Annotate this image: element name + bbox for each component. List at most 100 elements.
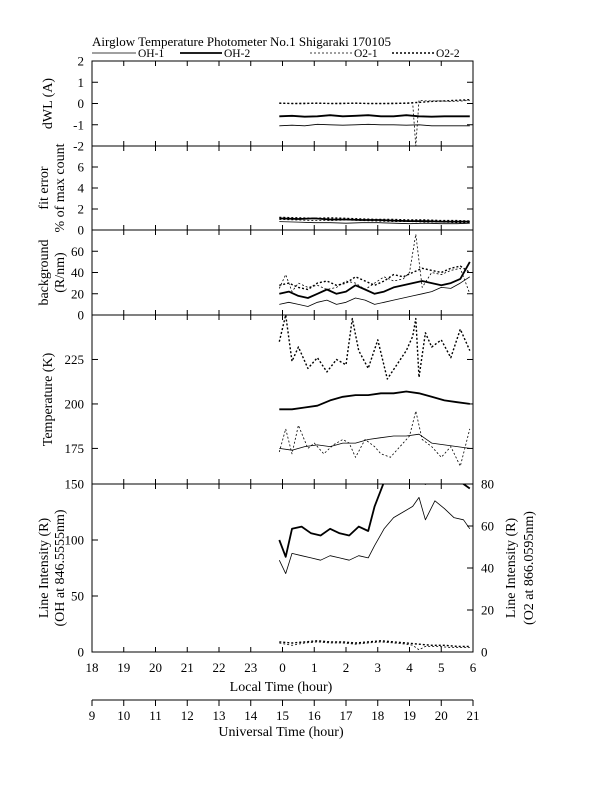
series-line-o2-2 xyxy=(279,265,471,291)
y-axis-label: Line Intensity (R) xyxy=(37,518,52,619)
panel-fit-error: 0 2 4 6 fit error% of max count xyxy=(37,143,474,238)
universal-time-tick-label: 12 xyxy=(181,708,194,723)
y-tick-label: 0 xyxy=(78,96,85,111)
y-axis-label-right: (O2 at 866.0595nm) xyxy=(522,511,537,625)
series-line-o2-2 xyxy=(279,640,470,648)
legend-item-oh-1: OH-1 xyxy=(92,48,164,60)
y-tick-label: 200 xyxy=(65,396,85,411)
local-time-tick-label: 22 xyxy=(213,660,226,675)
universal-time-tick-label: 18 xyxy=(371,708,384,723)
series-line-oh-1 xyxy=(279,276,471,307)
y-tick-label: -1 xyxy=(73,117,84,132)
local-time-tick-label: 4 xyxy=(406,660,413,675)
panel-frame xyxy=(91,145,474,231)
chart-panels: -2 -1 0 1 2 dWL (A) 0 2 4 6 fit error% of max coun… xyxy=(37,54,537,660)
legend: OH-1 OH-2 O2-1 O2-2 xyxy=(92,48,460,60)
universal-time-tick-label: 16 xyxy=(308,708,322,723)
local-time-tick-label: 19 xyxy=(117,660,130,675)
local-time-tick-label: 18 xyxy=(86,660,99,675)
legend-label-o2-1: O2-1 xyxy=(354,48,378,60)
y-tick-label: 0 xyxy=(78,645,85,660)
y-right-tick-label: 60 xyxy=(481,519,494,534)
panel-frame xyxy=(91,60,474,147)
local-time-tick-label: 3 xyxy=(375,660,382,675)
y-axis-label: % of max count xyxy=(53,143,68,232)
series-line-oh-2 xyxy=(279,114,470,118)
universal-time-tick-label: 17 xyxy=(340,708,354,723)
panel-frame xyxy=(91,483,474,653)
series-line-oh-2 xyxy=(279,390,470,411)
y-axis-label-right: Line Intensity (R) xyxy=(504,518,519,619)
local-time-tick-label: 6 xyxy=(470,660,477,675)
series-line-o2-1 xyxy=(278,233,471,294)
series-line-oh-1 xyxy=(279,433,470,451)
y-tick-label: 20 xyxy=(71,286,84,301)
legend-item-o2-2: O2-2 xyxy=(392,48,460,60)
panel-dwl: -2 -1 0 1 2 dWL (A) xyxy=(41,54,474,154)
y-axis-label: background xyxy=(37,239,52,305)
local-time-tick-label: 1 xyxy=(311,660,318,675)
panel-temperature: 175 200 225 Temperature (K) xyxy=(41,314,474,485)
universal-time-tick-label: 9 xyxy=(89,708,96,723)
universal-time-tick-label: 13 xyxy=(213,708,226,723)
panel-series xyxy=(278,484,471,651)
panel-frame xyxy=(91,229,474,316)
universal-time-tick-label: 21 xyxy=(467,708,480,723)
y-right-tick-label: 20 xyxy=(481,603,494,618)
series-line-oh-2 xyxy=(279,217,470,223)
legend-item-oh-2: OH-2 xyxy=(180,48,250,60)
series-line-o2-2 xyxy=(278,315,471,380)
y-axis-label: (R/nm) xyxy=(53,252,68,293)
universal-time-tick-label: 15 xyxy=(276,708,289,723)
legend-label-o2-2: O2-2 xyxy=(436,48,460,60)
y-axis-label: Temperature (K) xyxy=(41,352,56,446)
y-tick-label: 60 xyxy=(71,244,84,259)
panel-series xyxy=(278,315,471,467)
y-tick-label: 40 xyxy=(71,265,84,280)
y-tick-label: 0 xyxy=(78,308,85,323)
universal-time-tick-label: 14 xyxy=(244,708,258,723)
universal-time-tick-label: 11 xyxy=(149,708,162,723)
y-tick-label: 100 xyxy=(65,533,85,548)
series-line-oh-1 xyxy=(278,496,471,574)
chart-title: Airglow Temperature Photometer No.1 Shig… xyxy=(92,34,391,49)
legend-item-o2-1: O2-1 xyxy=(310,48,378,60)
panel-series xyxy=(279,99,470,146)
y-right-tick-label: 80 xyxy=(481,477,494,492)
universal-time-axis: Universal Time (hour) 9 10 11 12 13 14 15 16 17 1… xyxy=(89,699,480,740)
local-time-axis: Local Time (hour) 18 19 20 21 22 23 0 1 2 3 4 5 6 xyxy=(86,660,477,695)
legend-label-oh-2: OH-2 xyxy=(224,48,250,60)
universal-time-axis-label: Universal Time (hour) xyxy=(218,725,344,740)
y-right-tick-label: 40 xyxy=(481,561,494,576)
panel-series xyxy=(279,216,470,225)
panel-frame xyxy=(91,314,474,485)
series-line-oh-1 xyxy=(279,221,470,225)
y-axis-label: dWL (A) xyxy=(41,78,56,130)
universal-time-tick-label: 19 xyxy=(403,708,416,723)
series-line-oh-2 xyxy=(278,484,471,558)
y-tick-label: 50 xyxy=(71,589,84,604)
y-tick-label: 1 xyxy=(78,75,85,90)
series-line-oh-2 xyxy=(279,261,471,299)
panel-series xyxy=(278,233,471,307)
y-tick-label: 225 xyxy=(65,352,85,367)
local-time-tick-label: 2 xyxy=(343,660,350,675)
universal-time-tick-label: 10 xyxy=(117,708,130,723)
y-tick-label: 150 xyxy=(65,477,85,492)
y-tick-label: 2 xyxy=(78,54,85,69)
local-time-tick-label: 5 xyxy=(438,660,445,675)
local-time-tick-label: 20 xyxy=(149,660,162,675)
local-time-tick-label: 21 xyxy=(181,660,194,675)
local-time-axis-label: Local Time (hour) xyxy=(230,680,333,695)
local-time-tick-label: 0 xyxy=(279,660,286,675)
y-tick-label: 4 xyxy=(78,181,85,196)
series-line-o2-1 xyxy=(279,99,470,146)
universal-time-tick-label: 20 xyxy=(435,708,448,723)
y-tick-label: -2 xyxy=(73,139,84,154)
y-tick-label: 0 xyxy=(78,223,85,238)
y-axis-label: (OH at 846.5555nm) xyxy=(53,509,68,626)
series-line-o2-2 xyxy=(279,99,470,105)
local-time-tick-label: 23 xyxy=(244,660,257,675)
